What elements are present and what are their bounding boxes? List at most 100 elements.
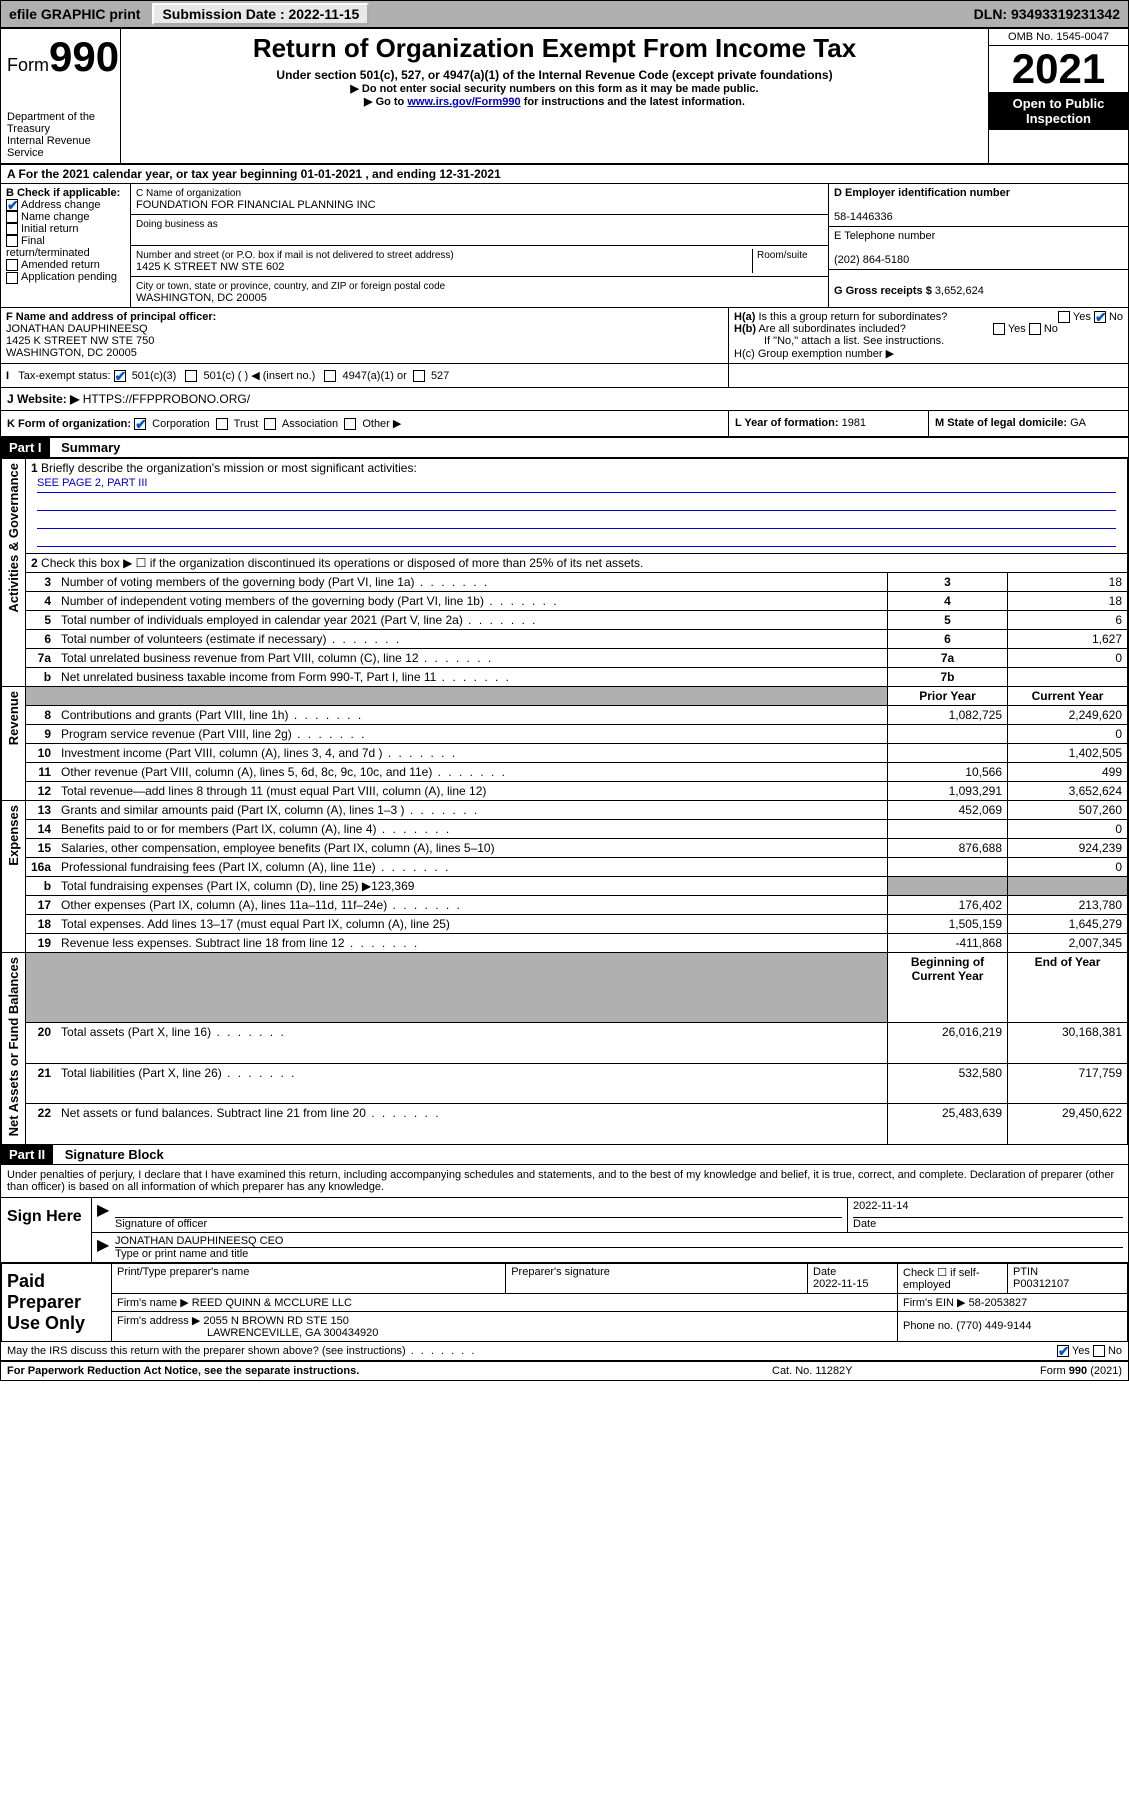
- header-sub2: ▶ Do not enter social security numbers o…: [129, 82, 980, 95]
- r18-p: 1,505,159: [888, 915, 1008, 934]
- r20-c: 30,168,381: [1008, 1023, 1128, 1063]
- line2: 2 Check this box ▶ ☐ if the organization…: [26, 554, 1128, 573]
- rowk-label: K Form of organization:: [7, 418, 131, 430]
- r22-p: 25,483,639: [888, 1104, 1008, 1144]
- check-name-change[interactable]: [6, 211, 18, 223]
- current-year-hdr: Current Year: [1008, 687, 1128, 706]
- r17-p: 176,402: [888, 896, 1008, 915]
- yr-blank: [26, 687, 888, 706]
- chk-4947[interactable]: [324, 370, 336, 382]
- rowl-label: L Year of formation:: [735, 417, 839, 429]
- footer-right: Form 990 (2021): [972, 1365, 1122, 1377]
- r3-desc: Number of voting members of the governin…: [56, 573, 887, 592]
- period-line: A For the 2021 calendar year, or tax yea…: [1, 165, 1128, 184]
- r10-c: 1,402,505: [1008, 744, 1128, 763]
- sig-date-cell: 2022-11-14 Date: [848, 1198, 1128, 1232]
- row-h: H(a) Is this a group return for subordin…: [728, 308, 1128, 363]
- org-info-block: B Check if applicable: Address change Na…: [1, 184, 1128, 308]
- assoc-label: Association: [282, 418, 338, 430]
- rowf-label: F Name and address of principal officer:: [6, 311, 216, 323]
- ha-no[interactable]: [1094, 311, 1106, 323]
- city-value: WASHINGTON, DC 20005: [136, 292, 267, 304]
- summary-table: Activities & Governance 1 Briefly descri…: [1, 458, 1128, 1144]
- chk-assoc[interactable]: [264, 418, 276, 430]
- row-klm: K Form of organization: Corporation Trus…: [1, 411, 1128, 438]
- r4-box: 4: [888, 592, 1008, 611]
- check-final[interactable]: [6, 235, 18, 247]
- sum-row-4: 4Number of independent voting members of…: [2, 592, 1128, 611]
- r16a-desc: Professional fundraising fees (Part IX, …: [56, 858, 887, 877]
- rowj-label: J Website: ▶: [7, 392, 79, 406]
- exp-row-19: 19Revenue less expenses. Subtract line 1…: [2, 934, 1128, 953]
- r5-box: 5: [888, 611, 1008, 630]
- hb-yes[interactable]: [993, 323, 1005, 335]
- firm-phone-cell: Phone no. (770) 449-9144: [898, 1311, 1128, 1341]
- org-name-label: C Name of organization: [136, 188, 241, 199]
- hb-no[interactable]: [1029, 323, 1041, 335]
- signature-block: Under penalties of perjury, I declare th…: [1, 1165, 1128, 1360]
- gross-label: G Gross receipts $: [834, 285, 932, 297]
- r5-desc: Total number of individuals employed in …: [56, 611, 887, 630]
- dln-label: DLN: 93493319231342: [966, 3, 1128, 25]
- gross-value: 3,652,624: [935, 285, 984, 297]
- check-amended[interactable]: [6, 259, 18, 271]
- ha: H(a) Is this a group return for subordin…: [734, 311, 1123, 323]
- eoy-hdr: End of Year: [1008, 953, 1128, 1023]
- may-irs-no[interactable]: [1093, 1345, 1105, 1357]
- sig-officer-label: Signature of officer: [115, 1218, 207, 1230]
- check-initial[interactable]: [6, 223, 18, 235]
- addr-change-label: Address change: [21, 199, 101, 211]
- col-de: D Employer identification number 58-1446…: [828, 184, 1128, 307]
- firm-ein-cell: Firm's EIN ▶ 58-2053827: [898, 1293, 1128, 1311]
- initial-label: Initial return: [21, 223, 78, 235]
- prep-sig-label: Preparer's signature: [511, 1266, 802, 1278]
- r6-box: 6: [888, 630, 1008, 649]
- r16b-p: [888, 877, 1008, 896]
- r9-c: 0: [1008, 725, 1128, 744]
- sum-row-3: 3Number of voting members of the governi…: [2, 573, 1128, 592]
- rev-row-10: 10Investment income (Part VIII, column (…: [2, 744, 1128, 763]
- street-value: 1425 K STREET NW STE 602: [136, 261, 284, 273]
- r8-c: 2,249,620: [1008, 706, 1128, 725]
- r9-desc: Program service revenue (Part VIII, line…: [56, 725, 887, 744]
- submission-date-button[interactable]: Submission Date : 2022-11-15: [152, 3, 369, 25]
- may-irs-yes[interactable]: [1057, 1345, 1069, 1357]
- r15-c: 924,239: [1008, 839, 1128, 858]
- omb-number: OMB No. 1545-0047: [989, 29, 1128, 46]
- org-name: FOUNDATION FOR FINANCIAL PLANNING INC: [136, 199, 376, 211]
- chk-501c3[interactable]: [114, 370, 126, 382]
- header-right: OMB No. 1545-0047 2021 Open to Public In…: [988, 29, 1128, 163]
- na-header: Net Assets or Fund Balances Beginning of…: [2, 953, 1128, 1023]
- row-f: F Name and address of principal officer:…: [1, 308, 728, 363]
- chk-501c[interactable]: [185, 370, 197, 382]
- sub3-post: for instructions and the latest informat…: [521, 96, 745, 108]
- name-title-label: Type or print name and title: [115, 1248, 248, 1260]
- chk-527[interactable]: [413, 370, 425, 382]
- officer-sig-cell: Signature of officer: [110, 1198, 848, 1232]
- part2-title: Part II Signature Block: [1, 1145, 1128, 1165]
- vhdr-na-text: Net Assets or Fund Balances: [4, 953, 23, 1140]
- name-change-label: Name change: [21, 211, 90, 223]
- street-label: Number and street (or P.O. box if mail i…: [136, 250, 454, 261]
- r22-desc: Net assets or fund balances. Subtract li…: [56, 1104, 887, 1144]
- chk-corp[interactable]: [134, 418, 146, 430]
- chk-other[interactable]: [344, 418, 356, 430]
- r6-desc: Total number of volunteers (estimate if …: [56, 630, 887, 649]
- exp-row-16b: bTotal fundraising expenses (Part IX, co…: [2, 877, 1128, 896]
- sig-date-label: Date: [853, 1218, 876, 1230]
- check-address-change[interactable]: [6, 199, 18, 211]
- check-app-pending[interactable]: [6, 272, 18, 284]
- form-990-number: 990: [49, 33, 119, 80]
- r19-p: -411,868: [888, 934, 1008, 953]
- firm-name-label: Firm's name ▶: [117, 1297, 189, 1309]
- sign-here-row: Sign Here ▶ Signature of officer 2022-11…: [1, 1198, 1128, 1263]
- irs-link[interactable]: www.irs.gov/Form990: [407, 96, 520, 108]
- chk-trust[interactable]: [216, 418, 228, 430]
- prep-name-cell: Print/Type preparer's name: [112, 1263, 506, 1293]
- ha-yes[interactable]: [1058, 311, 1070, 323]
- part2-title-text: Signature Block: [57, 1147, 164, 1162]
- other-label: Other ▶: [362, 418, 401, 430]
- r7a-val: 0: [1008, 649, 1128, 668]
- r16a-p: [888, 858, 1008, 877]
- rowi-label: Tax-exempt status:: [18, 370, 110, 382]
